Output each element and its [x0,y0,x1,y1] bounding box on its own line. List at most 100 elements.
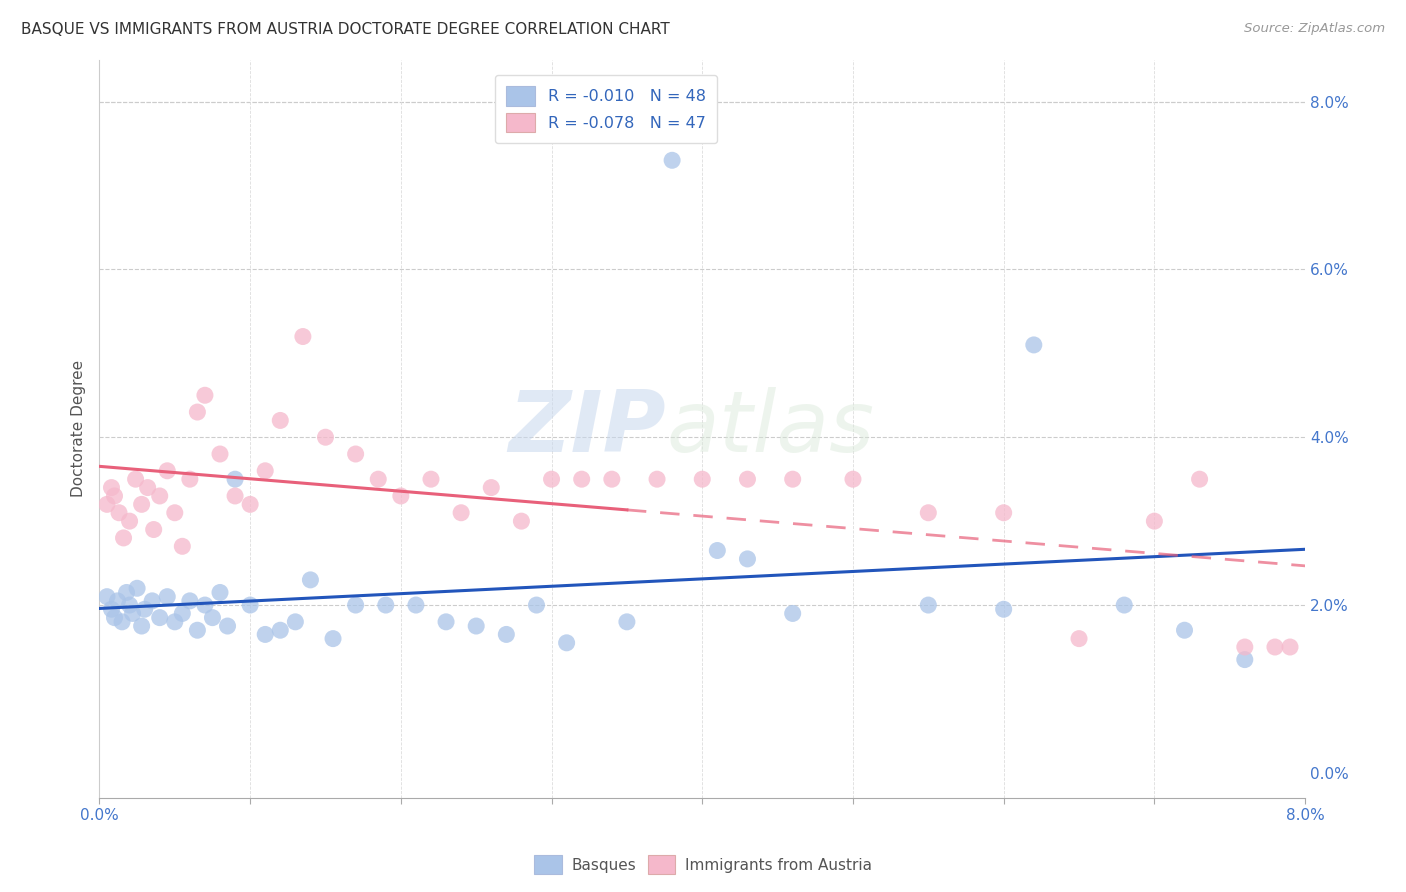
Point [420,472,443,486]
Point [917,598,939,612]
Point [690,472,713,486]
Point [124,472,146,486]
Point [450,506,472,520]
Point [1233,640,1256,654]
Point [269,413,291,427]
Text: BASQUE VS IMMIGRANTS FROM AUSTRIA DOCTORATE DEGREE CORRELATION CHART: BASQUE VS IMMIGRANTS FROM AUSTRIA DOCTOR… [21,22,669,37]
Point [1022,338,1045,352]
Point [555,636,578,650]
Point [299,573,322,587]
Point [526,598,548,612]
Point [163,615,186,629]
Point [1188,472,1211,486]
Point [239,497,262,511]
Point [706,543,728,558]
Point [616,615,638,629]
Text: atlas: atlas [666,387,875,470]
Point [737,472,759,486]
Point [405,598,427,612]
Point [149,489,172,503]
Point [344,598,367,612]
Point [118,598,141,612]
Point [186,405,208,419]
Point [131,619,153,633]
Point [782,472,804,486]
Text: Source: ZipAtlas.com: Source: ZipAtlas.com [1244,22,1385,36]
Point [224,472,246,486]
Point [136,481,159,495]
Point [112,531,135,545]
Legend: Basques, Immigrants from Austria: Basques, Immigrants from Austria [529,849,877,880]
Point [224,489,246,503]
Point [115,585,138,599]
Point [127,581,149,595]
Point [194,388,217,402]
Point [1067,632,1090,646]
Point [1264,640,1286,654]
Point [434,615,457,629]
Point [186,624,208,638]
Point [103,489,125,503]
Point [134,602,156,616]
Point [737,552,759,566]
Point [194,598,217,612]
Point [291,329,314,343]
Point [107,594,129,608]
Point [571,472,593,486]
Point [111,615,134,629]
Point [495,627,517,641]
Point [993,506,1015,520]
Point [141,594,163,608]
Point [540,472,562,486]
Point [239,598,262,612]
Point [389,489,412,503]
Point [172,607,194,621]
Point [217,619,239,633]
Point [322,632,344,646]
Point [842,472,865,486]
Point [1173,624,1195,638]
Y-axis label: Doctorate Degree: Doctorate Degree [72,360,86,498]
Point [315,430,337,444]
Point [254,627,277,641]
Point [118,514,141,528]
Point [208,447,231,461]
Point [782,607,804,621]
Point [100,481,122,495]
Point [100,602,122,616]
Point [131,497,153,511]
Point [465,619,488,633]
Point [600,472,623,486]
Point [1279,640,1302,654]
Point [201,610,224,624]
Point [179,472,201,486]
Point [917,506,939,520]
Point [374,598,396,612]
Point [156,590,179,604]
Point [103,610,125,624]
Point [96,590,118,604]
Legend: R = -0.010   N = 48, R = -0.078   N = 47: R = -0.010 N = 48, R = -0.078 N = 47 [495,75,717,144]
Point [344,447,367,461]
Point [269,624,291,638]
Point [179,594,201,608]
Text: ZIP: ZIP [509,387,666,470]
Point [163,506,186,520]
Point [208,585,231,599]
Point [121,607,143,621]
Point [479,481,502,495]
Point [142,523,165,537]
Point [993,602,1015,616]
Point [645,472,668,486]
Point [156,464,179,478]
Point [1233,652,1256,666]
Point [661,153,683,168]
Point [172,539,194,553]
Point [367,472,389,486]
Point [108,506,131,520]
Point [1114,598,1136,612]
Point [96,497,118,511]
Point [254,464,277,478]
Point [149,610,172,624]
Point [510,514,533,528]
